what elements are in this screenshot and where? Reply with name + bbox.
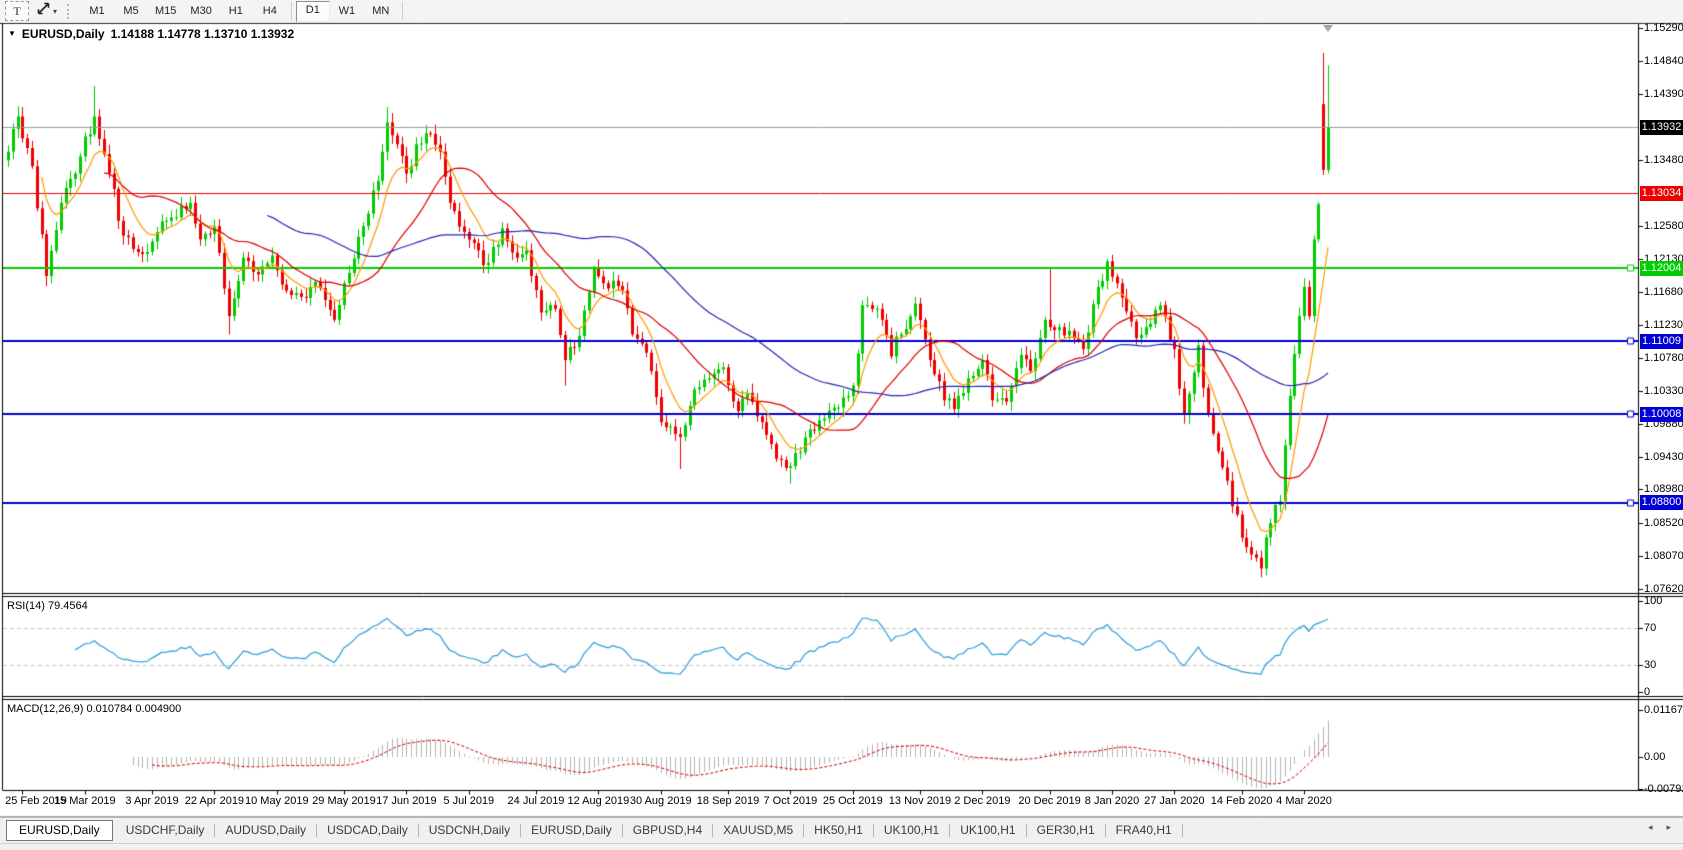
price-tick-label: 1.11680 [1644,286,1683,299]
price-level-badge: 1.11009 [1640,333,1683,349]
timeframe-button-d1[interactable]: D1 [295,0,330,22]
date-tick-label: 30 Aug 2019 [629,795,692,807]
chart-title: ▼ EURUSD,Daily 1.14188 1.14778 1.13710 1… [8,27,294,41]
timeframe-button-group: M1 M5 M15 M30 H1 H4 D1 W1 MN [80,0,407,22]
date-tick-label: 15 Mar 2019 [53,795,116,807]
chart-tab-uk100-h1[interactable]: UK100,H1 [874,824,951,837]
chart-tab-usdchf-daily[interactable]: USDCHF,Daily [116,824,216,837]
date-tick-label: 10 May 2019 [244,795,309,807]
chart-canvas[interactable] [0,23,1683,817]
toolbar-separator [290,2,292,20]
date-tick-label: 13 Nov 2019 [888,795,952,807]
timeframe-button-m15[interactable]: M15 [155,4,177,17]
status-bar [0,843,1683,850]
timeframe-button-h4[interactable]: H4 [262,4,277,17]
chart-tab-usdcnh-daily[interactable]: USDCNH,Daily [419,824,522,837]
price-tick-label: 1.10330 [1644,384,1683,397]
date-tick-label: 4 Mar 2020 [1276,795,1332,807]
price-tick-label: 1.14840 [1644,54,1683,67]
chart-tab-eurusd-daily[interactable]: EURUSD,Daily [521,824,623,837]
chart-tab-hk50-h1[interactable]: HK50,H1 [804,824,874,837]
date-tick-label: 25 Oct 2019 [822,795,883,807]
price-tick-label: 1.11230 [1644,318,1683,331]
timeframe-button-w1[interactable]: W1 [338,4,356,17]
rsi-label: RSI(14) 79.4564 [7,600,88,612]
timeframe-button-mn[interactable]: MN [372,4,390,17]
macd-tick-label: 0.011675 [1644,703,1683,716]
price-tick-label: 1.08070 [1644,550,1683,563]
date-tick-label: 29 May 2019 [312,795,376,807]
macd-tick-label: 0.00 [1644,751,1666,763]
price-tick-label: 1.14390 [1644,87,1683,100]
date-tick-label: 25 Feb 2019 [5,795,67,807]
chart-tab-fra40-h1[interactable]: FRA40,H1 [1106,824,1183,837]
chart-tab-audusd-daily[interactable]: AUDUSD,Daily [215,824,318,837]
price-tick-label: 1.07620 [1644,582,1683,595]
price-tick-label: 1.10780 [1644,351,1683,364]
date-tick-label: 5 Jul 2019 [443,795,495,807]
top-toolbar: T ▾ M1 M5 M15 M30 H1 H4 D1 W1 MN [0,0,1683,23]
date-tick-label: 17 Jun 2019 [376,795,437,807]
price-level-badge: 1.12004 [1640,260,1683,276]
chart-tab-uk100-h1[interactable]: UK100,H1 [950,824,1027,837]
macd-tick-label: -0.007915 [1644,783,1683,795]
timeframe-button-m5[interactable]: M5 [123,4,139,17]
timeframe-button-m30[interactable]: M30 [190,4,212,17]
rsi-tick-label: 70 [1644,622,1657,635]
price-tick-label: 1.09430 [1644,450,1683,463]
date-tick-label: 2 Dec 2019 [954,795,1011,807]
price-tick-label: 1.08980 [1644,483,1683,496]
date-tick-label: 14 Feb 2020 [1210,795,1273,807]
chart-shift-marker-icon [1323,25,1333,32]
rsi-tick-label: 30 [1644,658,1657,671]
text-tool-button[interactable]: T [5,1,29,21]
chart-tab-ger30-h1[interactable]: GER30,H1 [1027,824,1106,837]
price-level-badge: 1.10008 [1640,406,1683,422]
collapse-arrow-icon[interactable]: ▼ [8,28,16,38]
price-tick-label: 1.15290 [1644,22,1683,35]
price-level-badge: 1.13932 [1640,119,1683,135]
date-tick-label: 24 Jul 2019 [507,795,565,807]
timeframe-button-m1[interactable]: M1 [89,4,105,17]
timeframe-button-h1[interactable]: H1 [228,4,243,17]
tab-scroll-arrows: ◂ ▸ [1648,822,1671,833]
date-tick-label: 3 Apr 2019 [125,795,179,807]
chart-tab-usdcad-daily[interactable]: USDCAD,Daily [317,824,419,837]
chart-tab-bar: EURUSD,Daily USDCHF,Daily AUDUSD,Daily USDC… [0,817,1683,843]
macd-label: MACD(12,26,9) 0.010784 0.004900 [7,703,182,715]
date-tick-label: 8 Jan 2020 [1084,795,1140,807]
chart-tab-gbpusd-h4[interactable]: GBPUSD,H4 [623,824,714,837]
rsi-tick-label: 0 [1644,686,1651,698]
price-level-badge: 1.08800 [1640,495,1683,511]
price-tick-label: 1.08520 [1644,517,1683,530]
date-tick-label: 27 Jan 2020 [1144,795,1205,807]
chart-tab-eurusd-daily[interactable]: EURUSD,Daily [6,820,113,841]
price-level-badge: 1.13034 [1640,185,1683,201]
date-tick-label: 20 Dec 2019 [1018,795,1081,807]
chart-symbol-period: EURUSD,Daily [21,27,105,41]
chevron-down-icon: ▾ [53,6,58,16]
date-tick-label: 12 Aug 2019 [567,795,630,807]
date-tick-label: 22 Apr 2019 [184,795,245,807]
diagonal-arrows-icon [36,1,51,21]
toolbar-grip[interactable] [67,3,71,19]
toolbar-separator [401,2,403,20]
cursor-tool-button[interactable]: ▾ [36,1,57,21]
date-tick-label: 18 Sep 2019 [696,795,760,807]
price-tick-label: 1.12580 [1644,220,1683,233]
tab-scroll-left-icon[interactable]: ◂ [1647,822,1653,832]
chart-tab-xauusd-m5[interactable]: XAUUSD,M5 [713,824,805,837]
chart-ohlc-values: 1.14188 1.14778 1.13710 1.13932 [110,27,295,41]
date-tick-label: 7 Oct 2019 [763,795,818,807]
price-tick-label: 1.13480 [1644,154,1683,167]
tab-scroll-right-icon[interactable]: ▸ [1666,822,1671,832]
rsi-tick-label: 100 [1644,595,1663,607]
